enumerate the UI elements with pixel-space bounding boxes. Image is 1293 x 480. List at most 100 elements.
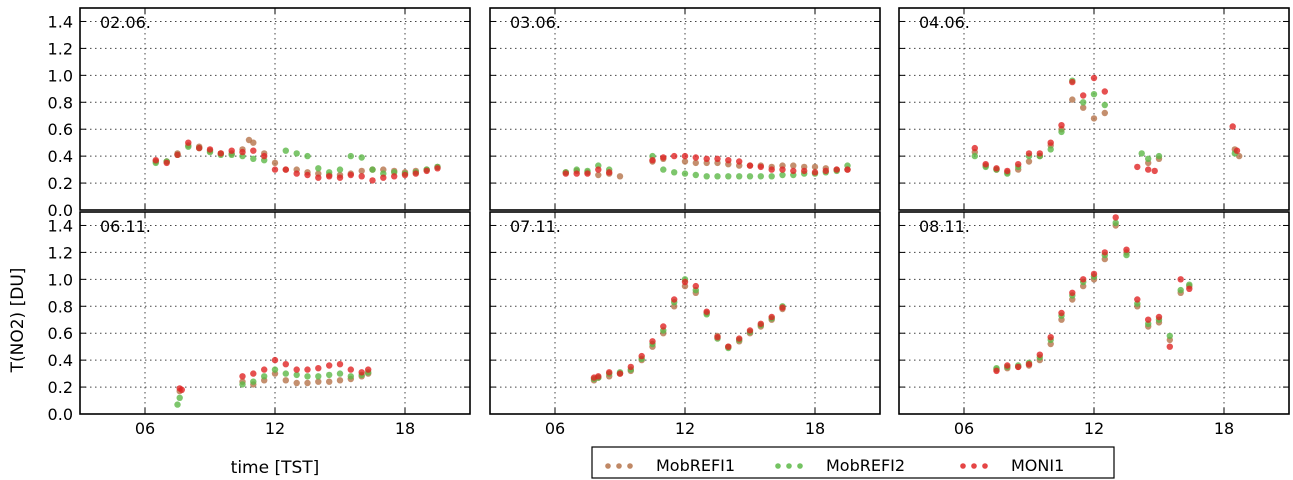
data-point-mobrefi2 — [1112, 219, 1119, 226]
data-point-mobrefi2 — [282, 370, 289, 377]
data-point-mobrefi2 — [736, 173, 743, 180]
data-point-moni1 — [1101, 249, 1109, 256]
data-point-moni1 — [206, 146, 214, 153]
data-point-moni1 — [1123, 246, 1130, 253]
y-tick-label: 1.0 — [48, 66, 73, 85]
y-tick-label: 0.0 — [48, 405, 73, 424]
data-point-moni1 — [982, 161, 989, 168]
data-point-moni1 — [282, 361, 289, 368]
data-point-moni1 — [757, 163, 764, 171]
data-point-mobrefi1 — [304, 379, 311, 387]
data-point-moni1 — [163, 159, 170, 167]
data-point-mobrefi2 — [1166, 332, 1174, 340]
data-point-moni1 — [293, 170, 300, 177]
data-point-moni1 — [1015, 161, 1022, 168]
data-point-mobrefi2 — [250, 378, 257, 385]
data-point-moni1 — [1047, 334, 1054, 341]
data-point-moni1 — [228, 147, 235, 154]
x-tick-label: 12 — [265, 419, 285, 438]
data-point-mobrefi2 — [1145, 155, 1152, 162]
data-point-mobrefi1 — [250, 139, 257, 146]
legend-marker-moni1 — [982, 463, 988, 469]
data-point-moni1 — [1058, 309, 1065, 317]
data-point-mobrefi2 — [746, 173, 754, 180]
data-point-moni1 — [271, 356, 279, 364]
data-point-mobrefi1 — [595, 171, 602, 179]
data-point-mobrefi1 — [271, 159, 279, 167]
x-tick-label: 12 — [1084, 419, 1104, 438]
data-point-moni1 — [649, 157, 656, 164]
data-point-moni1 — [358, 173, 365, 180]
data-point-moni1 — [369, 177, 376, 184]
data-point-mobrefi1 — [336, 377, 344, 384]
data-point-mobrefi2 — [971, 152, 978, 160]
data-point-moni1 — [365, 366, 372, 373]
data-point-moni1 — [391, 173, 398, 180]
legend-marker-mobrefi1 — [616, 463, 622, 469]
data-point-moni1 — [671, 296, 678, 303]
data-point-moni1 — [1025, 361, 1033, 368]
y-tick-label: 1.4 — [48, 12, 73, 31]
legend-label-moni1: MONI1 — [1011, 456, 1064, 475]
data-point-mobrefi2 — [174, 401, 181, 408]
data-point-moni1 — [315, 365, 322, 372]
legend-box — [591, 446, 1115, 479]
data-point-moni1 — [1233, 147, 1241, 154]
panel-6: 06 12 18 08.11. — [898, 211, 1290, 438]
data-point-moni1 — [1186, 285, 1193, 292]
data-point-moni1 — [736, 158, 743, 165]
data-point-mobrefi1 — [616, 173, 624, 180]
data-point-moni1 — [1036, 351, 1044, 358]
y-tick-label: 0.6 — [48, 120, 73, 139]
data-point-moni1 — [271, 166, 279, 173]
data-point-mobrefi2 — [239, 381, 246, 388]
data-point-moni1 — [434, 165, 441, 172]
panel-date-label: 04.06. — [919, 13, 970, 32]
data-point-moni1 — [178, 386, 185, 393]
data-point-mobrefi1 — [811, 163, 819, 171]
data-point-mobrefi1 — [1101, 109, 1109, 117]
x-tick-label: 18 — [805, 419, 825, 438]
x-tick-label: 06 — [135, 419, 155, 438]
legend: MobREFI1 MobREFI2 MONI1 — [591, 446, 1115, 479]
panel-5: 06 12 18 07.11. — [489, 211, 881, 438]
y-tick-label: 0.2 — [48, 378, 73, 397]
data-point-mobrefi1 — [1025, 158, 1033, 165]
data-point-mobrefi2 — [304, 152, 311, 160]
data-point-mobrefi2 — [1080, 99, 1087, 106]
data-point-moni1 — [423, 167, 430, 175]
panel-2: 03.06. — [489, 7, 881, 211]
data-point-moni1 — [692, 154, 699, 161]
data-point-mobrefi1 — [1069, 96, 1076, 103]
data-point-moni1 — [1151, 167, 1158, 175]
data-point-moni1 — [196, 144, 203, 152]
y-tick-label: 0.2 — [48, 174, 73, 193]
data-point-mobrefi2 — [1090, 91, 1098, 98]
data-point-mobrefi1 — [282, 377, 289, 384]
panel-3: 04.06. — [898, 7, 1290, 211]
data-point-moni1 — [725, 343, 732, 350]
data-point-moni1 — [562, 170, 569, 177]
data-point-moni1 — [714, 334, 721, 341]
x-tick-label: 18 — [395, 419, 415, 438]
data-point-moni1 — [261, 152, 268, 160]
legend-marker-moni1 — [971, 463, 977, 469]
data-point-moni1 — [358, 369, 365, 376]
data-point-mobrefi2 — [358, 154, 365, 161]
data-point-moni1 — [595, 373, 602, 380]
data-point-moni1 — [822, 167, 829, 175]
data-point-moni1 — [811, 169, 819, 176]
data-point-mobrefi2 — [282, 147, 289, 154]
data-point-moni1 — [779, 304, 786, 311]
data-point-moni1 — [595, 166, 602, 173]
data-point-moni1 — [1025, 150, 1033, 157]
legend-label-mobrefi1: MobREFI1 — [656, 456, 735, 475]
data-point-mobrefi2 — [304, 373, 311, 380]
legend-marker-mobrefi2 — [775, 463, 781, 469]
data-point-moni1 — [315, 174, 322, 181]
y-tick-label: 1.4 — [48, 216, 73, 235]
data-point-moni1 — [1015, 363, 1022, 371]
data-point-mobrefi2 — [714, 173, 721, 180]
data-point-mobrefi2 — [671, 169, 678, 176]
